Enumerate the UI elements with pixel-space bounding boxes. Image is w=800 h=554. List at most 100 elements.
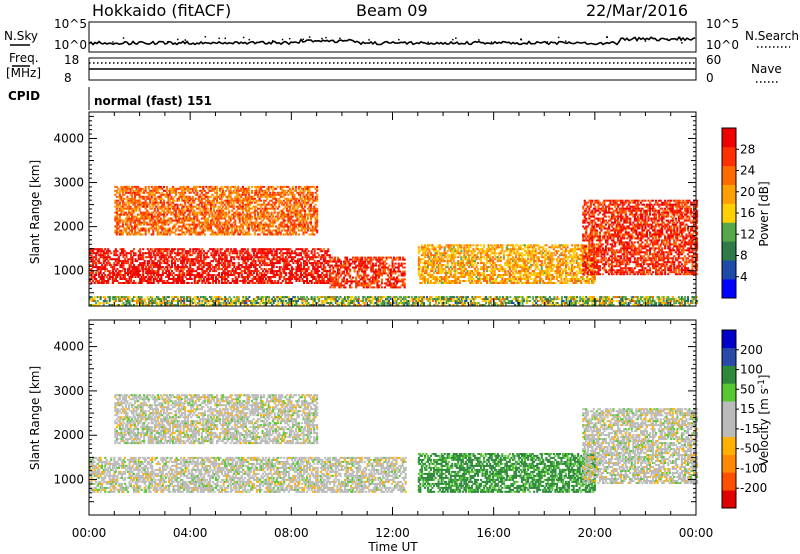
heat-cell [356, 284, 359, 287]
heat-cell [104, 268, 107, 271]
heat-cell [304, 262, 307, 265]
heat-cell [107, 280, 110, 282]
heat-cell [124, 231, 128, 234]
heat-cell [229, 231, 232, 234]
heat-cell [143, 264, 146, 267]
heat-cell [130, 260, 133, 263]
heat-cell [117, 231, 120, 234]
heat-cell [190, 260, 193, 263]
heat-cell [161, 201, 164, 204]
heat-cell [161, 223, 164, 226]
heat-cell [167, 223, 170, 226]
heat-cell [205, 278, 208, 280]
heat-cell [196, 231, 199, 234]
heat-cell [229, 199, 232, 202]
heat-cell [304, 217, 307, 220]
heat-cell [240, 250, 243, 253]
heat-cell [144, 205, 147, 208]
heat-cell [147, 229, 150, 232]
heat-cell [433, 266, 436, 269]
heat-cell [220, 229, 223, 232]
heat-cell [213, 280, 216, 282]
heat-cell [120, 260, 124, 263]
heat-cell [257, 258, 260, 261]
heat-cell [278, 258, 281, 261]
heat-cell [428, 272, 431, 275]
heat-cell [220, 203, 223, 206]
heat-cell [275, 274, 278, 276]
heat-cell [105, 252, 108, 255]
heat-cell [133, 268, 136, 271]
heat-cell [174, 260, 177, 263]
heat-cell [305, 223, 308, 226]
heat-cell [148, 276, 151, 278]
heat-cell [308, 233, 311, 236]
heat-cell [452, 274, 455, 276]
heat-cell [251, 256, 254, 259]
heat-cell [189, 264, 192, 267]
heat-cell [303, 264, 306, 267]
heat-cell [356, 258, 359, 261]
nsearch-dot [204, 36, 207, 38]
heat-cell [457, 260, 460, 263]
heat-cell [143, 227, 146, 230]
heat-cell [204, 252, 207, 255]
heat-cell [183, 268, 186, 271]
heat-cell [212, 187, 216, 190]
heat-cell [457, 252, 460, 255]
heat-cell [240, 217, 243, 220]
heat-cell [315, 278, 318, 280]
heat-cell [361, 284, 364, 287]
heat-cell [122, 254, 125, 257]
heat-cell [312, 278, 315, 280]
heat-cell [137, 193, 140, 196]
heat-cell [207, 268, 210, 271]
heat-cell [316, 209, 319, 212]
heat-cell [224, 254, 227, 257]
heat-cell [248, 252, 251, 255]
heat-cell [165, 213, 169, 216]
heat-cell [286, 260, 289, 263]
heat-cell [193, 185, 196, 188]
heat-cell [114, 258, 117, 261]
heat-cell [249, 217, 252, 220]
heat-cell [203, 211, 206, 214]
heat-cell [180, 248, 183, 251]
heat-cell [454, 244, 457, 247]
heat-cell [235, 225, 238, 228]
heat-cell [302, 187, 305, 190]
heat-cell [219, 205, 222, 208]
heat-cell [117, 282, 120, 284]
heat-cell [197, 221, 200, 224]
heat-cell [467, 270, 471, 273]
heat-cell [150, 185, 153, 188]
heat-cell [299, 264, 303, 267]
heat-cell [257, 270, 260, 273]
heat-cell [195, 270, 198, 273]
heat-cell [127, 215, 131, 218]
heat-cell [228, 260, 231, 263]
heat-cell [172, 272, 175, 275]
heat-cell [253, 231, 257, 234]
heat-cell [261, 189, 264, 192]
heat-cell [251, 274, 254, 276]
heat-cell [298, 252, 301, 255]
heat-cell [244, 187, 247, 190]
heat-cell [142, 254, 145, 257]
heat-cell [181, 270, 184, 273]
heat-cell [96, 266, 99, 269]
heat-cell [213, 268, 216, 271]
heat-cell [124, 211, 128, 214]
heat-cell [264, 213, 267, 216]
heat-cell [196, 185, 199, 188]
heat-cell [228, 264, 231, 267]
heat-cell [464, 250, 467, 253]
heat-cell [147, 217, 150, 220]
heat-cell [272, 219, 275, 222]
heat-cell [291, 211, 294, 214]
heat-cell [232, 191, 235, 194]
heat-cell [245, 266, 248, 269]
heat-cell [211, 205, 214, 208]
heat-cell [239, 272, 242, 275]
heat-cell [314, 203, 317, 206]
